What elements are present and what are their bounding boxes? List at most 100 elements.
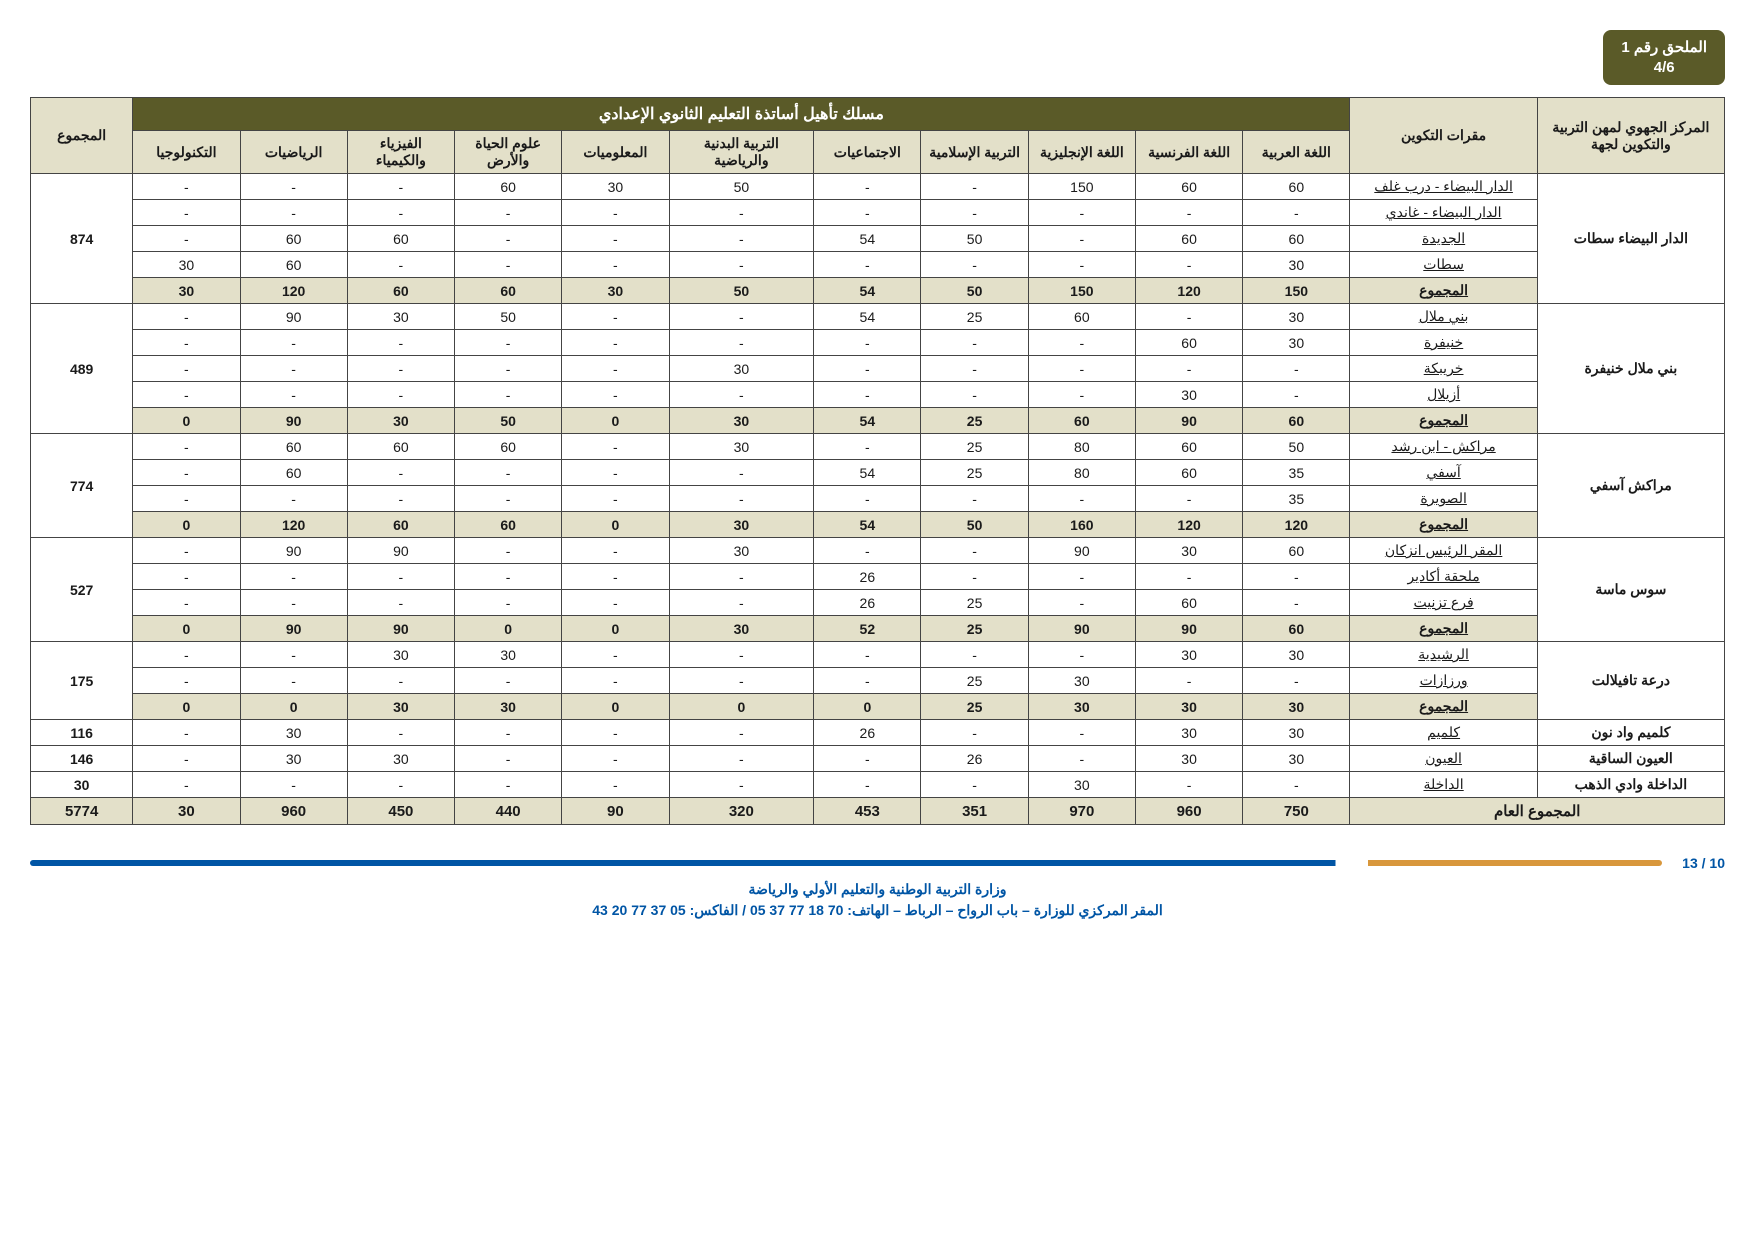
cell: - (455, 538, 562, 564)
cell: 146 (31, 746, 133, 772)
cell: - (921, 356, 1028, 382)
cell: 80 (1028, 460, 1135, 486)
cell: - (347, 720, 454, 746)
cell: 60 (1135, 226, 1242, 252)
cell: - (669, 330, 814, 356)
cell: 54 (814, 512, 921, 538)
cell: - (1028, 200, 1135, 226)
cell: 960 (1135, 798, 1242, 825)
cell: - (133, 772, 240, 798)
cell: 0 (669, 694, 814, 720)
table-row: فرع تزنيت-60-2526------ (31, 590, 1725, 616)
cell: - (455, 460, 562, 486)
cell: - (455, 330, 562, 356)
th-center: مقرات التكوين (1350, 98, 1537, 174)
cell: 54 (814, 226, 921, 252)
cell: - (455, 746, 562, 772)
cell: - (1028, 642, 1135, 668)
cell: 90 (1135, 616, 1242, 642)
cell: - (669, 226, 814, 252)
cell: - (1135, 564, 1242, 590)
cell: - (921, 200, 1028, 226)
cell: 30 (1243, 720, 1350, 746)
cell: - (921, 382, 1028, 408)
cell: 750 (1243, 798, 1350, 825)
cell: - (1243, 590, 1350, 616)
footer-text: وزارة التربية الوطنية والتعليم الأولي وا… (30, 879, 1725, 921)
cell: 874 (31, 174, 133, 304)
cell: مراكش آسفي (1537, 434, 1724, 538)
cell: - (562, 434, 669, 460)
cell: - (455, 486, 562, 512)
cell: - (133, 668, 240, 694)
cell: المجموع (1350, 408, 1537, 434)
th-subject: علوم الحياة والأرض (455, 131, 562, 174)
table-row: بني ملال خنيفرةبني ملال30-602554--503090… (31, 304, 1725, 330)
cell: 90 (347, 538, 454, 564)
cell: 30 (133, 252, 240, 278)
cell: - (240, 200, 347, 226)
cell: - (455, 356, 562, 382)
cell: - (562, 226, 669, 252)
cell: - (133, 200, 240, 226)
table-row: العيون الساقيةالعيون3030-26----3030-146 (31, 746, 1725, 772)
cell: 54 (814, 460, 921, 486)
cell: - (1028, 356, 1135, 382)
cell: 120 (240, 512, 347, 538)
th-region: المركز الجهوي لمهن التربية والتكوين لجهة (1537, 98, 1724, 174)
cell: 60 (455, 174, 562, 200)
cell: كلميم (1350, 720, 1537, 746)
table-row: آسفي3560802554----60- (31, 460, 1725, 486)
cell: 60 (1135, 174, 1242, 200)
cell: - (133, 356, 240, 382)
table-row: الدار البيضاء سطاتالدار البيضاء - درب غل… (31, 174, 1725, 200)
cell: 30 (669, 356, 814, 382)
cell: 0 (814, 694, 921, 720)
table-row: الصويرة35---------- (31, 486, 1725, 512)
cell: الدار البيضاء - غاندي (1350, 200, 1537, 226)
cell: 90 (240, 304, 347, 330)
cell: 60 (1243, 408, 1350, 434)
footer-bar-row: 10 / 13 (30, 855, 1725, 871)
cell: 489 (31, 304, 133, 434)
table-row: درعة تافيلالتالرشيدية3030-----3030--175 (31, 642, 1725, 668)
cell: فرع تزنيت (1350, 590, 1537, 616)
cell: - (814, 330, 921, 356)
th-subject: اللغة الفرنسية (1135, 131, 1242, 174)
cell: المجموع العام (1350, 798, 1725, 825)
cell: - (133, 538, 240, 564)
allocation-table: المركز الجهوي لمهن التربية والتكوين لجهة… (30, 97, 1725, 825)
cell: 60 (1243, 174, 1350, 200)
cell: - (562, 200, 669, 226)
cell: - (1028, 720, 1135, 746)
cell: - (814, 642, 921, 668)
cell: 30 (347, 694, 454, 720)
cell: - (240, 330, 347, 356)
cell: 30 (1135, 538, 1242, 564)
cell: - (669, 304, 814, 330)
cell: 0 (133, 512, 240, 538)
cell: - (240, 642, 347, 668)
cell: - (669, 772, 814, 798)
cell: 30 (455, 694, 562, 720)
cell: 25 (921, 460, 1028, 486)
cell: - (1135, 356, 1242, 382)
cell: - (562, 564, 669, 590)
cell: بني ملال خنيفرة (1537, 304, 1724, 434)
cell: 90 (1028, 538, 1135, 564)
annex-line1: الملحق رقم 1 (1621, 38, 1707, 58)
cell: - (455, 252, 562, 278)
cell: 30 (1135, 382, 1242, 408)
cell: - (240, 174, 347, 200)
cell: - (1135, 304, 1242, 330)
cell: 60 (1243, 538, 1350, 564)
cell: 30 (455, 642, 562, 668)
cell: - (347, 668, 454, 694)
cell: - (921, 720, 1028, 746)
cell: - (347, 252, 454, 278)
cell: 30 (1243, 330, 1350, 356)
cell: 30 (347, 304, 454, 330)
cell: - (133, 304, 240, 330)
cell: 30 (347, 408, 454, 434)
cell: - (814, 772, 921, 798)
